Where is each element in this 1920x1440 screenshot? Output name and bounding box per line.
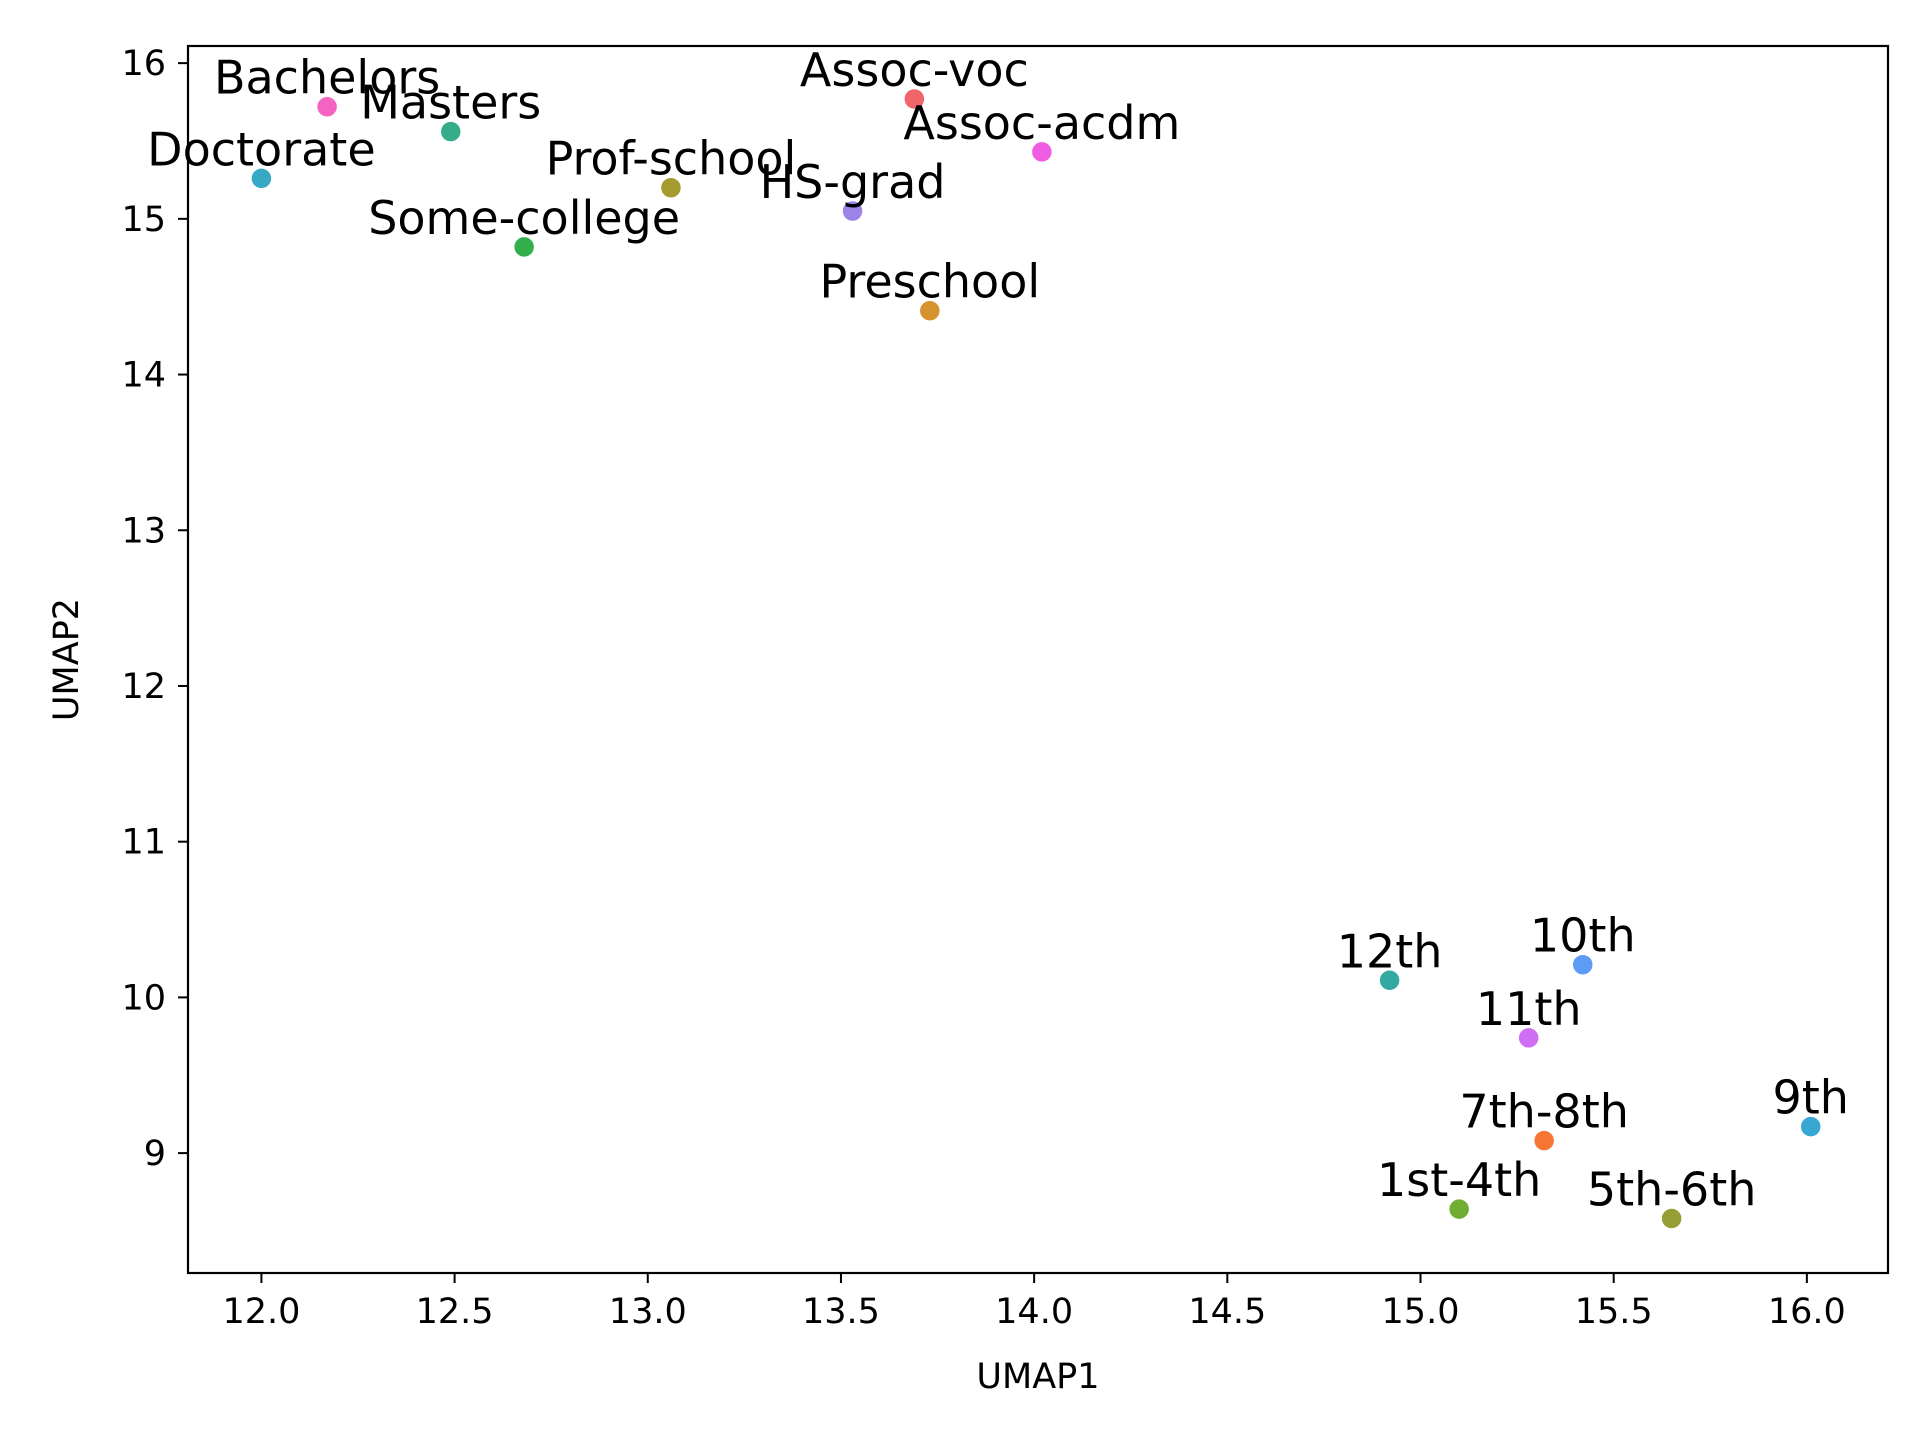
x-axis: 12.0 12.5 13.0 13.5 14.0 14.5 15.0 15.5 16.0 (222, 1273, 1846, 1332)
data-point (903, 87, 926, 111)
data-point (918, 299, 942, 322)
point-label: Assoc-acdm (903, 96, 1180, 150)
y-tick-label: 15 (121, 200, 166, 240)
x-tick-label: 13.0 (609, 1292, 687, 1332)
y-tick-label: 14 (121, 356, 166, 396)
x-tick-label: 12.5 (416, 1292, 494, 1332)
y-axis: 9 10 11 12 13 14 15 16 (121, 44, 188, 1174)
data-point (1517, 1026, 1540, 1050)
x-tick-label: 14.0 (995, 1292, 1073, 1332)
y-tick-label: 12 (121, 667, 166, 707)
y-tick-label: 11 (121, 823, 166, 863)
data-point (841, 199, 864, 223)
point-label: Prof-school (546, 132, 797, 186)
x-tick-label: 16.0 (1768, 1292, 1846, 1332)
y-axis-label: UMAP2 (47, 598, 87, 721)
data-point (250, 167, 273, 190)
data-point (659, 176, 683, 199)
data-point (1378, 969, 1401, 992)
point-label: Bachelors (214, 51, 440, 105)
point-label: 7th-8th (1459, 1085, 1629, 1139)
point-label: 12th (1337, 924, 1443, 978)
y-tick-label: 9 (144, 1134, 166, 1174)
data-point (1030, 140, 1054, 164)
x-tick-label: 15.5 (1575, 1292, 1653, 1332)
data-point (1532, 1129, 1556, 1152)
x-tick-label: 14.5 (1188, 1292, 1266, 1332)
point-label: 5th-6th (1587, 1163, 1757, 1217)
point-label: 11th (1476, 982, 1582, 1036)
x-tick-label: 12.0 (222, 1292, 300, 1332)
data-points (250, 87, 1822, 1230)
point-label: Masters (360, 76, 541, 130)
plot-frame (186, 44, 1890, 1275)
point-label: Some-college (368, 191, 680, 245)
y-tick-label: 10 (121, 978, 166, 1018)
point-label: 1st-4th (1377, 1153, 1541, 1207)
data-point (439, 120, 462, 143)
point-label: 10th (1530, 909, 1636, 963)
point-label: Preschool (820, 255, 1041, 309)
point-label: Doctorate (147, 122, 375, 176)
data-point (315, 95, 339, 118)
data-point (1660, 1207, 1683, 1230)
y-tick-label: 13 (121, 511, 166, 551)
data-point (512, 235, 536, 259)
point-label: HS-grad (760, 155, 946, 209)
point-label: 9th (1772, 1071, 1848, 1125)
point-label: Assoc-voc (800, 43, 1029, 97)
x-tick-label: 15.0 (1382, 1292, 1460, 1332)
y-tick-label: 16 (121, 44, 166, 84)
data-point (1799, 1115, 1822, 1138)
x-tick-label: 13.5 (802, 1292, 880, 1332)
data-point (1447, 1197, 1471, 1221)
x-axis-label: UMAP1 (976, 1357, 1099, 1397)
data-point (1571, 953, 1595, 976)
